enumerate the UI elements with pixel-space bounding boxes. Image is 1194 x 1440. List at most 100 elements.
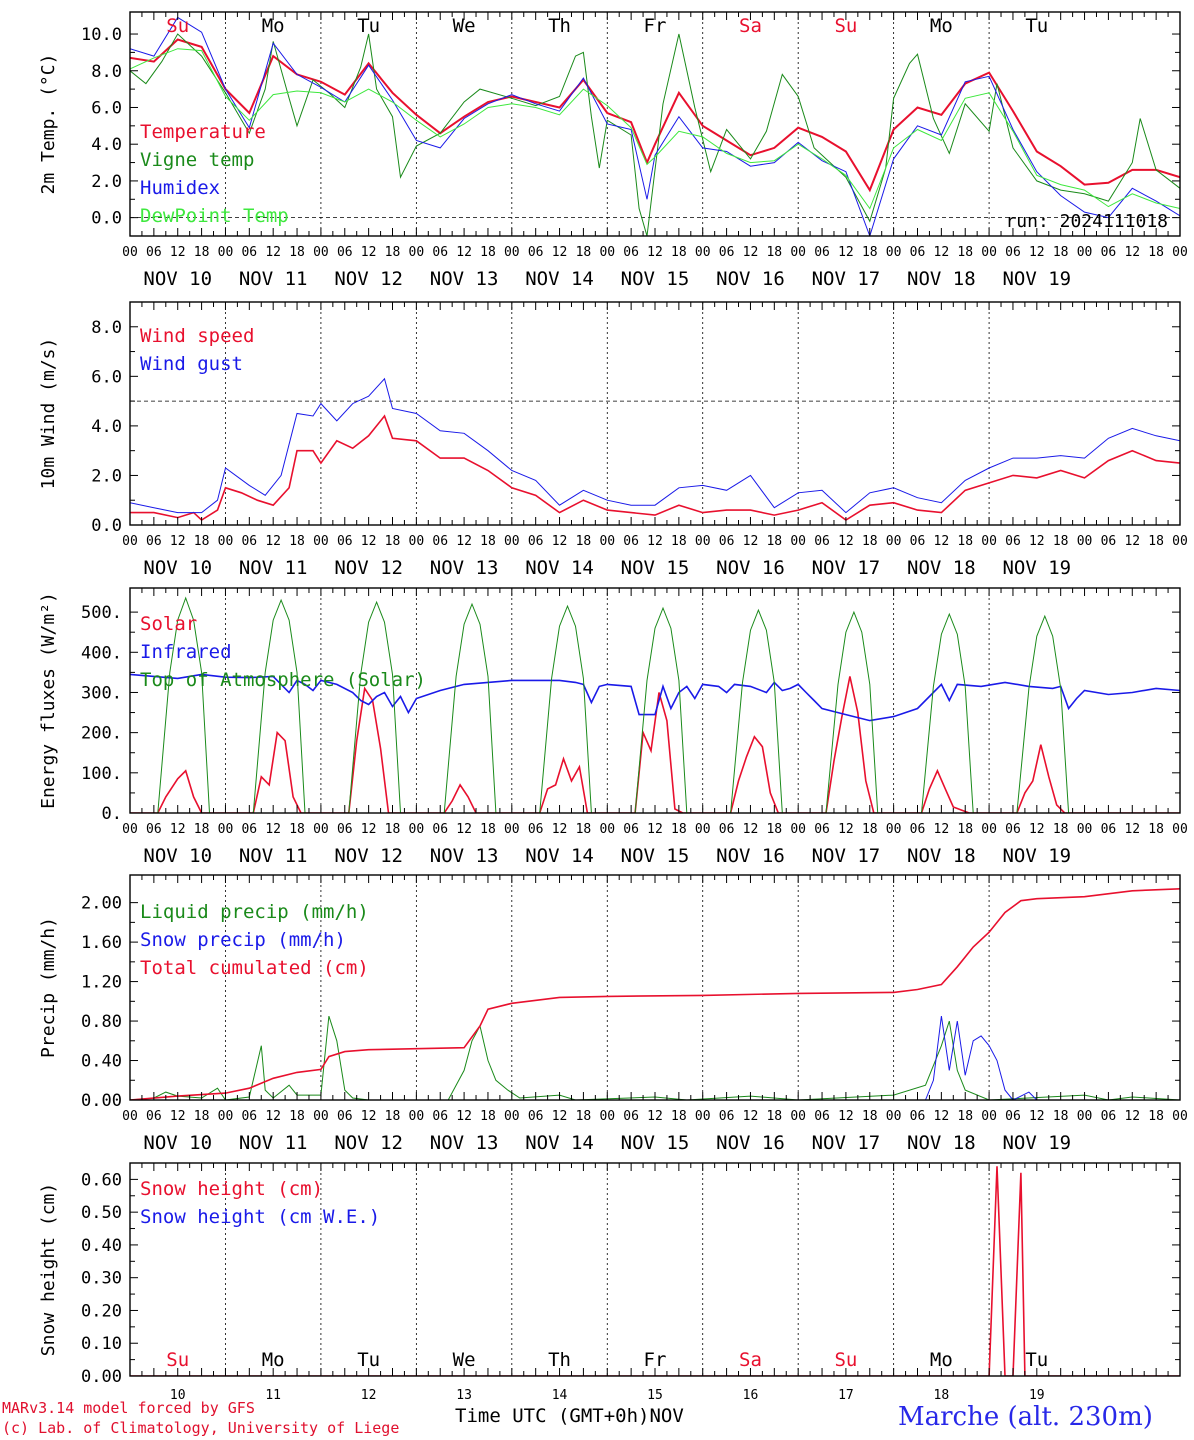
day-of-week-label: Fr [644, 15, 667, 37]
day-date-label: NOV 18 [907, 845, 976, 867]
hour-tick-label: 06 [337, 822, 353, 837]
plot-frame [129, 11, 1181, 237]
hour-tick-label: 18 [766, 534, 782, 549]
y-axis-label: Energy fluxes (W/m²) [38, 592, 59, 809]
legend-entry: Snow height (cm) [140, 1178, 323, 1200]
hour-tick-label: 12 [647, 245, 663, 260]
run-annotation: run: 2024111018 [1005, 211, 1168, 232]
panel-1: 00 06 12 18 00 06 12 18 00 06 12 18 00 06 12 18 00 06 12 18… [38, 11, 1188, 290]
hour-tick-label: 12 [838, 1109, 854, 1124]
day-number-label: 13 [456, 1388, 472, 1403]
hour-tick-label: 18 [766, 245, 782, 260]
day-date-label: NOV 13 [430, 845, 499, 867]
day-of-week-label: Tu [357, 1349, 380, 1371]
hour-tick-label: 06 [241, 1109, 257, 1124]
hour-tick-label: 00 [218, 245, 234, 260]
series-line-1 [130, 38, 1180, 193]
day-date-label: NOV 19 [1002, 268, 1071, 290]
day-of-week-label: Tu [357, 15, 380, 37]
day-of-week-label: Sa [739, 15, 762, 37]
x-axis-title: Time UTC (GMT+0h) [455, 1405, 650, 1427]
day-of-week-label: Mo [262, 15, 285, 37]
hour-tick-label: 18 [671, 534, 687, 549]
day-of-week-label: Th [548, 15, 571, 37]
y-tick-label: 0.40 [81, 1236, 122, 1256]
hour-tick-label: 06 [241, 822, 257, 837]
hour-tick-label: 06 [1101, 245, 1117, 260]
day-date-label: NOV 16 [716, 845, 785, 867]
y-tick-label: 0.60 [81, 1170, 122, 1190]
hour-tick-label: 06 [719, 822, 735, 837]
series-line-2 [130, 1016, 1180, 1100]
hour-tick-label: 00 [599, 1109, 615, 1124]
hour-tick-label: 06 [528, 822, 544, 837]
day-date-label: NOV 14 [525, 268, 594, 290]
hour-tick-label: 12 [1124, 245, 1140, 260]
hour-tick-label: 00 [409, 1109, 425, 1124]
y-axis-label: Snow height (cm) [38, 1183, 59, 1356]
hour-tick-label: 00 [1172, 245, 1188, 260]
hour-tick-label: 00 [1077, 245, 1093, 260]
hour-tick-label: 06 [623, 822, 639, 837]
day-date-label: NOV 12 [334, 845, 403, 867]
hour-tick-label: 00 [981, 1109, 997, 1124]
hour-tick-label: 18 [576, 245, 592, 260]
legend-entry: Wind speed [140, 325, 254, 347]
hour-tick-label: 18 [576, 534, 592, 549]
day-date-label: NOV 17 [812, 557, 881, 579]
y-tick-label: 0.20 [81, 1301, 122, 1321]
hour-tick-label: 12 [743, 534, 759, 549]
legend-entry: Top of Atmosphere (Solar) [140, 669, 426, 691]
hour-tick-label: 12 [743, 822, 759, 837]
y-tick-label: 8.0 [91, 318, 122, 338]
day-date-label: NOV 18 [907, 557, 976, 579]
y-tick-label: 0. [102, 804, 122, 824]
hour-tick-label: 12 [552, 822, 568, 837]
hour-tick-label: 18 [862, 822, 878, 837]
hour-tick-label: 18 [1148, 245, 1164, 260]
panel-5: 0.00 0.10 0.20 0.30 0.40 0.50 0.60 Snow height … [38, 1162, 1181, 1403]
hour-tick-label: 06 [623, 1109, 639, 1124]
x-axis-label: Time UTC (GMT+0h)NOV [455, 1405, 684, 1427]
day-date-label: NOV 13 [430, 557, 499, 579]
hour-tick-label: 06 [432, 1109, 448, 1124]
hour-tick-label: 06 [1101, 822, 1117, 837]
hour-tick-label: 00 [409, 822, 425, 837]
hour-tick-label: 18 [289, 822, 305, 837]
hour-tick-label: 12 [265, 1109, 281, 1124]
hour-tick-label: 12 [1029, 1109, 1045, 1124]
day-date-label: NOV 13 [430, 268, 499, 290]
legend-entry: DewPoint Temp [140, 205, 289, 227]
hour-tick-label: 12 [838, 534, 854, 549]
hour-tick-label: 00 [886, 245, 902, 260]
y-tick-label: 2.0 [91, 172, 122, 192]
y-tick-label: 4.0 [91, 417, 122, 437]
day-date-label: NOV 10 [143, 845, 212, 867]
hour-tick-label: 06 [910, 822, 926, 837]
hour-tick-label: 00 [981, 534, 997, 549]
day-date-label: NOV 15 [621, 1132, 690, 1154]
series-line-1 [130, 1015, 1180, 1100]
day-of-week-label: Su [166, 1349, 189, 1371]
hour-tick-label: 06 [623, 245, 639, 260]
hour-tick-label: 00 [790, 245, 806, 260]
hour-tick-label: 12 [1029, 245, 1045, 260]
hour-tick-label: 06 [528, 245, 544, 260]
hour-tick-label: 12 [170, 534, 186, 549]
hour-tick-label: 18 [862, 245, 878, 260]
day-date-label: NOV 14 [525, 845, 594, 867]
hour-tick-label: 18 [1148, 822, 1164, 837]
hour-tick-label: 06 [1005, 1109, 1021, 1124]
hour-tick-label: 00 [504, 822, 520, 837]
hour-tick-label: 18 [957, 534, 973, 549]
hour-tick-label: 00 [981, 245, 997, 260]
hour-tick-label: 12 [361, 534, 377, 549]
day-date-label: NOV 10 [143, 557, 212, 579]
hour-tick-label: 06 [1101, 1109, 1117, 1124]
hour-tick-label: 12 [743, 245, 759, 260]
y-tick-label: 100. [81, 764, 122, 784]
day-of-week-label: We [453, 15, 476, 37]
y-axis-label: 10m Wind (m/s) [38, 338, 59, 490]
hour-tick-label: 12 [170, 1109, 186, 1124]
hour-tick-label: 00 [695, 245, 711, 260]
